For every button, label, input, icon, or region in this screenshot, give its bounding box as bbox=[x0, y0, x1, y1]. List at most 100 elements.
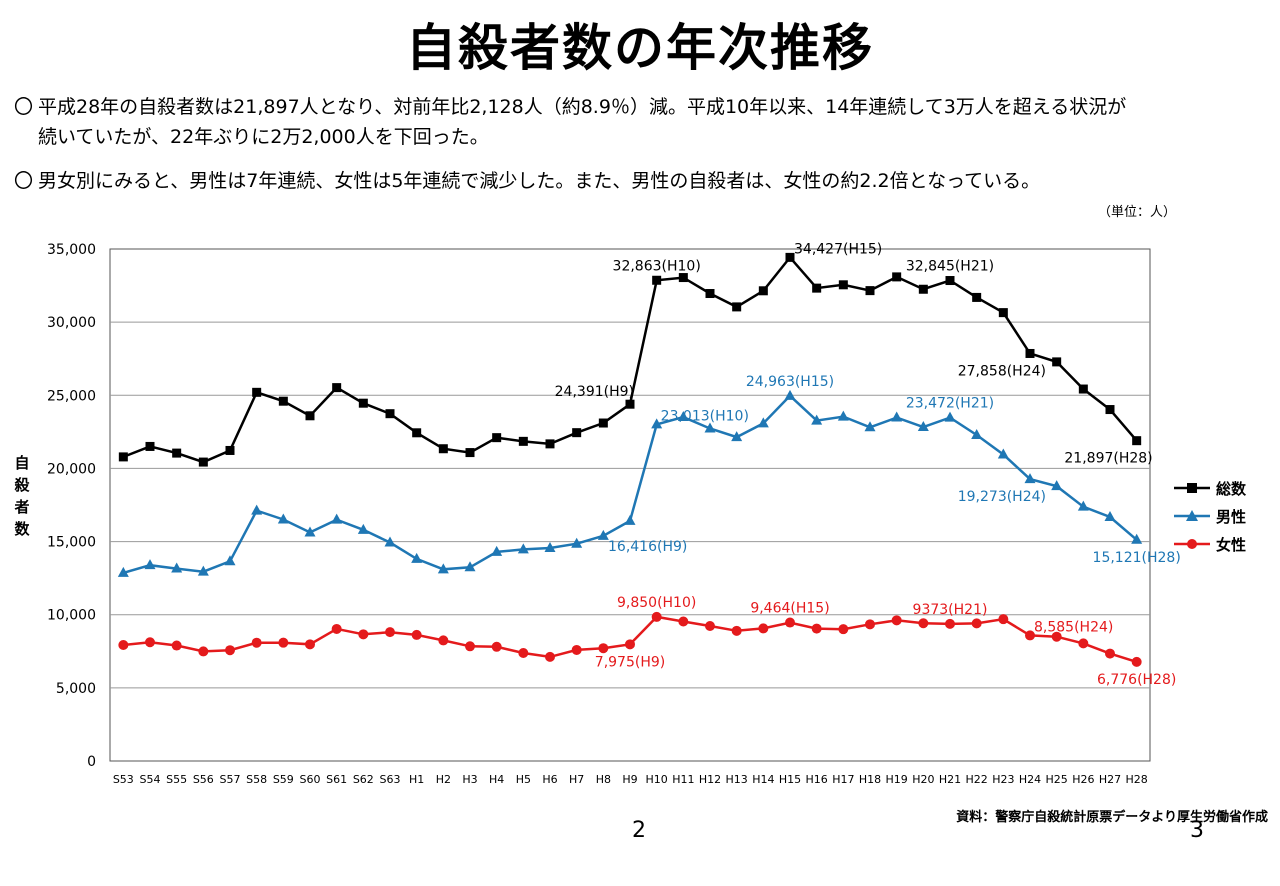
point-total bbox=[812, 283, 822, 293]
point-male bbox=[864, 421, 876, 432]
legend-swatch-male bbox=[1174, 510, 1210, 521]
x-tick-label: H10 bbox=[646, 773, 668, 786]
data-label-total: 24,391(H9) bbox=[555, 384, 634, 400]
point-male bbox=[811, 414, 823, 425]
bullet-1-line-1: 平成28年の自殺者数は21,897人となり、対前年比2,128人（約8.9％）減… bbox=[38, 96, 1127, 118]
point-male bbox=[1131, 533, 1143, 544]
point-total bbox=[305, 411, 315, 421]
y-tick-label: 5,000 bbox=[56, 681, 96, 697]
point-total bbox=[865, 286, 875, 296]
point-total bbox=[385, 409, 395, 419]
point-female bbox=[731, 625, 742, 636]
point-total bbox=[1078, 384, 1088, 394]
x-tick-label: H25 bbox=[1046, 773, 1068, 786]
point-total bbox=[732, 302, 742, 312]
point-female bbox=[518, 647, 529, 658]
point-male bbox=[464, 561, 476, 572]
point-female bbox=[118, 640, 129, 651]
point-male bbox=[917, 421, 929, 432]
point-male bbox=[971, 429, 983, 440]
point-total bbox=[118, 452, 128, 462]
point-male bbox=[837, 410, 849, 421]
data-label-male: 15,121(H28) bbox=[1093, 550, 1181, 566]
point-total bbox=[1052, 357, 1062, 367]
point-total bbox=[758, 286, 768, 296]
point-female bbox=[651, 611, 662, 622]
point-female bbox=[678, 616, 689, 627]
x-tick-label: H7 bbox=[569, 773, 584, 786]
point-total bbox=[838, 280, 848, 290]
x-tick-label: S62 bbox=[353, 773, 374, 786]
y-tick-label: 25,000 bbox=[47, 388, 96, 404]
point-male bbox=[651, 418, 663, 429]
point-total bbox=[358, 398, 368, 408]
point-female bbox=[1105, 648, 1115, 659]
legend-item-total: 総数 bbox=[1174, 474, 1246, 502]
point-male bbox=[331, 513, 343, 524]
point-female bbox=[465, 641, 475, 652]
point-female bbox=[971, 618, 982, 629]
x-tick-label: H18 bbox=[859, 773, 881, 786]
point-total bbox=[892, 272, 902, 282]
point-total bbox=[145, 441, 155, 451]
data-label-female: 9,464(H15) bbox=[750, 601, 829, 617]
point-male bbox=[384, 536, 396, 547]
point-male bbox=[251, 504, 263, 515]
y-tick-label: 0 bbox=[87, 754, 96, 770]
x-tick-label: H5 bbox=[516, 773, 531, 786]
x-tick-label: S60 bbox=[300, 773, 321, 786]
point-female bbox=[1025, 630, 1035, 641]
data-label-female: 7,975(H9) bbox=[595, 654, 665, 670]
x-tick-label: S55 bbox=[166, 773, 187, 786]
point-total bbox=[1132, 436, 1142, 446]
point-female bbox=[545, 651, 555, 662]
bullet-1-line-2: 続いていたが、22年ぶりに2万2,000人を下回った。 bbox=[38, 126, 489, 148]
y-axis-label: 自殺者数 bbox=[14, 454, 30, 538]
point-female bbox=[305, 639, 315, 650]
x-tick-label: S54 bbox=[140, 773, 161, 786]
point-total bbox=[918, 284, 928, 294]
point-female bbox=[571, 644, 582, 655]
point-total bbox=[705, 289, 715, 299]
x-tick-label: S56 bbox=[193, 773, 214, 786]
bullet-1-mark: 〇 bbox=[14, 96, 34, 118]
bullet-1: 〇平成28年の自殺者数は21,897人となり、対前年比2,128人（約8.9％）… bbox=[14, 92, 1254, 152]
data-label-male: 23,472(H21) bbox=[906, 396, 994, 412]
legend: 総数 男性 女性 bbox=[1174, 474, 1246, 558]
bullet-2-mark: 〇 bbox=[14, 170, 34, 192]
point-female bbox=[865, 619, 875, 630]
point-female bbox=[225, 645, 235, 656]
point-male bbox=[1024, 473, 1036, 484]
point-female bbox=[411, 629, 422, 640]
point-female bbox=[785, 617, 795, 628]
point-male bbox=[277, 513, 289, 524]
x-tick-label: H1 bbox=[409, 773, 424, 786]
point-male bbox=[224, 555, 236, 566]
y-tick-label: 15,000 bbox=[47, 535, 96, 551]
point-male bbox=[997, 448, 1009, 459]
point-male bbox=[891, 411, 903, 422]
point-female bbox=[598, 643, 609, 654]
point-male bbox=[944, 411, 956, 422]
point-female bbox=[198, 646, 209, 657]
point-male bbox=[597, 529, 609, 540]
legend-label-female: 女性 bbox=[1216, 535, 1247, 554]
x-tick-label: H27 bbox=[1099, 773, 1121, 786]
bullet-2-text: 男女別にみると、男性は7年連続、女性は5年連続で減少した。また、男性の自殺者は、… bbox=[38, 170, 1041, 192]
point-male bbox=[784, 389, 796, 400]
page-number-1: 2 bbox=[632, 818, 646, 843]
point-total bbox=[1025, 348, 1035, 358]
x-tick-label: H16 bbox=[806, 773, 828, 786]
x-tick-label: S58 bbox=[246, 773, 267, 786]
source-note: 資料：警察庁自殺統計原票データより厚生労働省作成 bbox=[956, 810, 1268, 825]
data-label-male: 19,273(H24) bbox=[958, 489, 1046, 505]
data-label-total: 32,845(H21) bbox=[906, 259, 994, 275]
x-tick-label: H4 bbox=[489, 773, 504, 786]
x-tick-label: H23 bbox=[992, 773, 1014, 786]
point-total bbox=[972, 292, 982, 302]
point-female bbox=[625, 639, 635, 650]
point-male bbox=[677, 411, 689, 422]
x-tick-label: H11 bbox=[672, 773, 694, 786]
point-male bbox=[144, 559, 156, 570]
